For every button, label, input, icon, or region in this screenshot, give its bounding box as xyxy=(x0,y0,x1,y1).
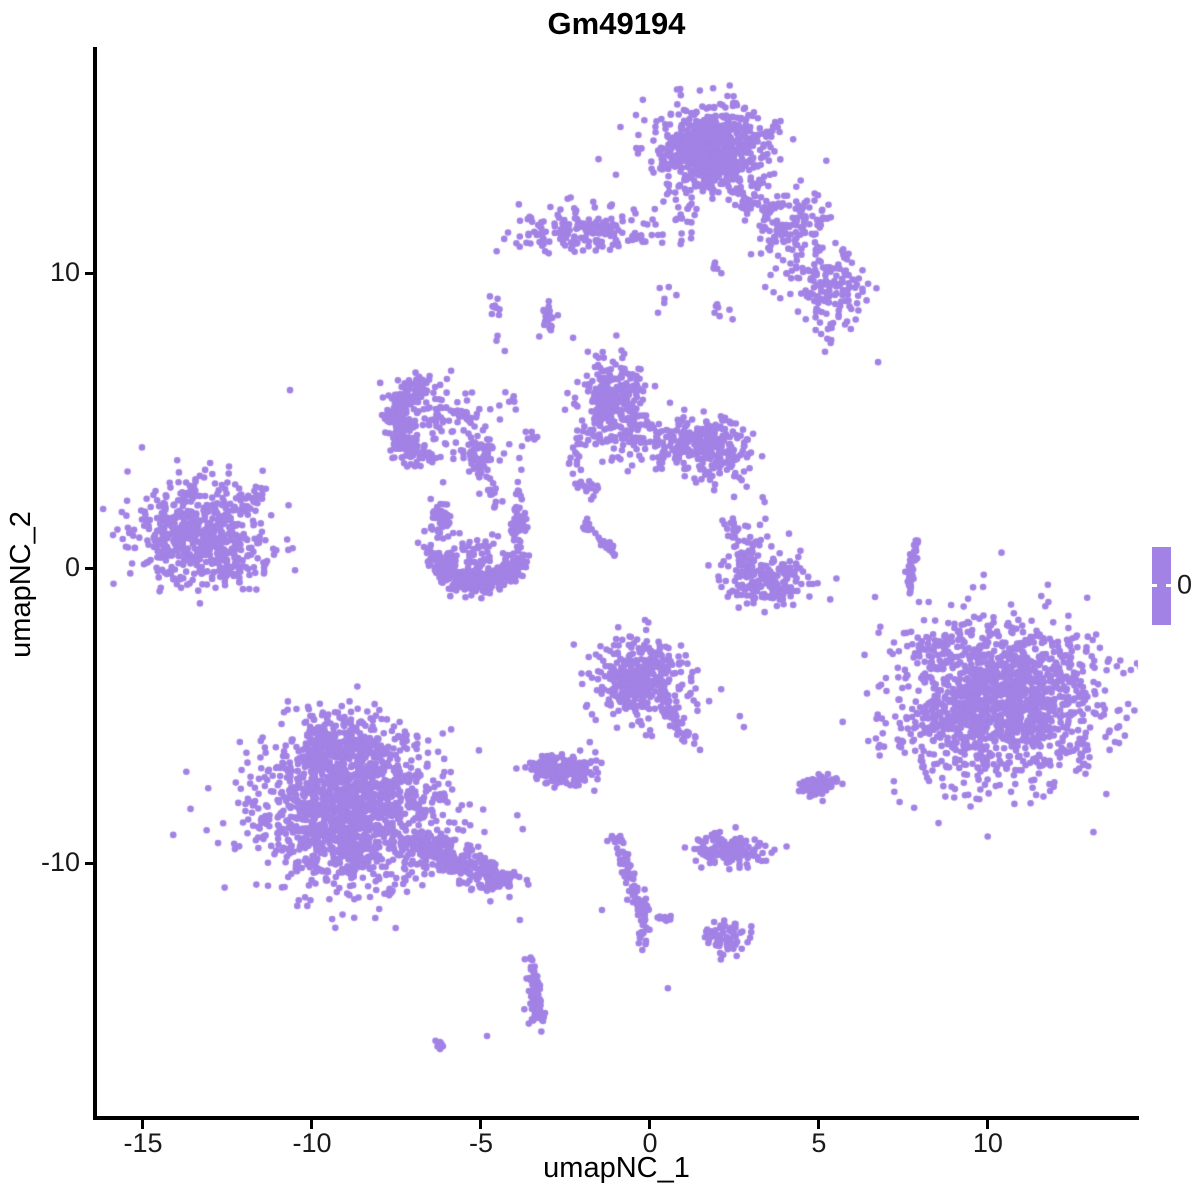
x-axis-title: umapNC_1 xyxy=(543,1152,690,1184)
x-axis-tick-mark xyxy=(310,1120,314,1129)
x-axis-tick-label: 0 xyxy=(642,1128,658,1158)
x-axis-tick-label: -15 xyxy=(123,1128,163,1158)
y-axis-line xyxy=(93,47,97,1120)
y-axis-tick-label: 0 xyxy=(64,552,80,583)
x-axis-tick-mark xyxy=(648,1120,652,1129)
x-axis-tick-mark xyxy=(986,1120,990,1129)
y-axis-tick-mark xyxy=(85,861,94,865)
y-axis-tick-label: 10 xyxy=(49,257,80,288)
legend-label: 0 xyxy=(1177,569,1193,600)
legend-tick-notch-right xyxy=(1166,584,1171,587)
y-axis-title-wrap: umapNC_2 xyxy=(0,50,42,1118)
legend-color-bar xyxy=(1152,547,1171,625)
y-axis-tick-mark xyxy=(85,271,94,275)
x-axis-tick-mark xyxy=(817,1120,821,1129)
x-axis-tick-label: -10 xyxy=(292,1128,332,1158)
x-axis-tick-label: 5 xyxy=(811,1128,827,1158)
legend-tick-notch-left xyxy=(1152,584,1157,587)
legend: 0 xyxy=(1152,547,1198,625)
x-axis-line xyxy=(93,1116,1139,1120)
x-axis-tick-mark xyxy=(141,1120,145,1129)
y-axis-title: umapNC_2 xyxy=(4,510,37,658)
x-axis-tick-label: 10 xyxy=(972,1128,1003,1158)
y-axis-tick-label: -10 xyxy=(40,847,80,878)
x-axis-tick-mark xyxy=(479,1120,483,1129)
y-axis-tick-mark xyxy=(85,566,94,570)
x-axis-tick-label: -5 xyxy=(468,1128,493,1158)
